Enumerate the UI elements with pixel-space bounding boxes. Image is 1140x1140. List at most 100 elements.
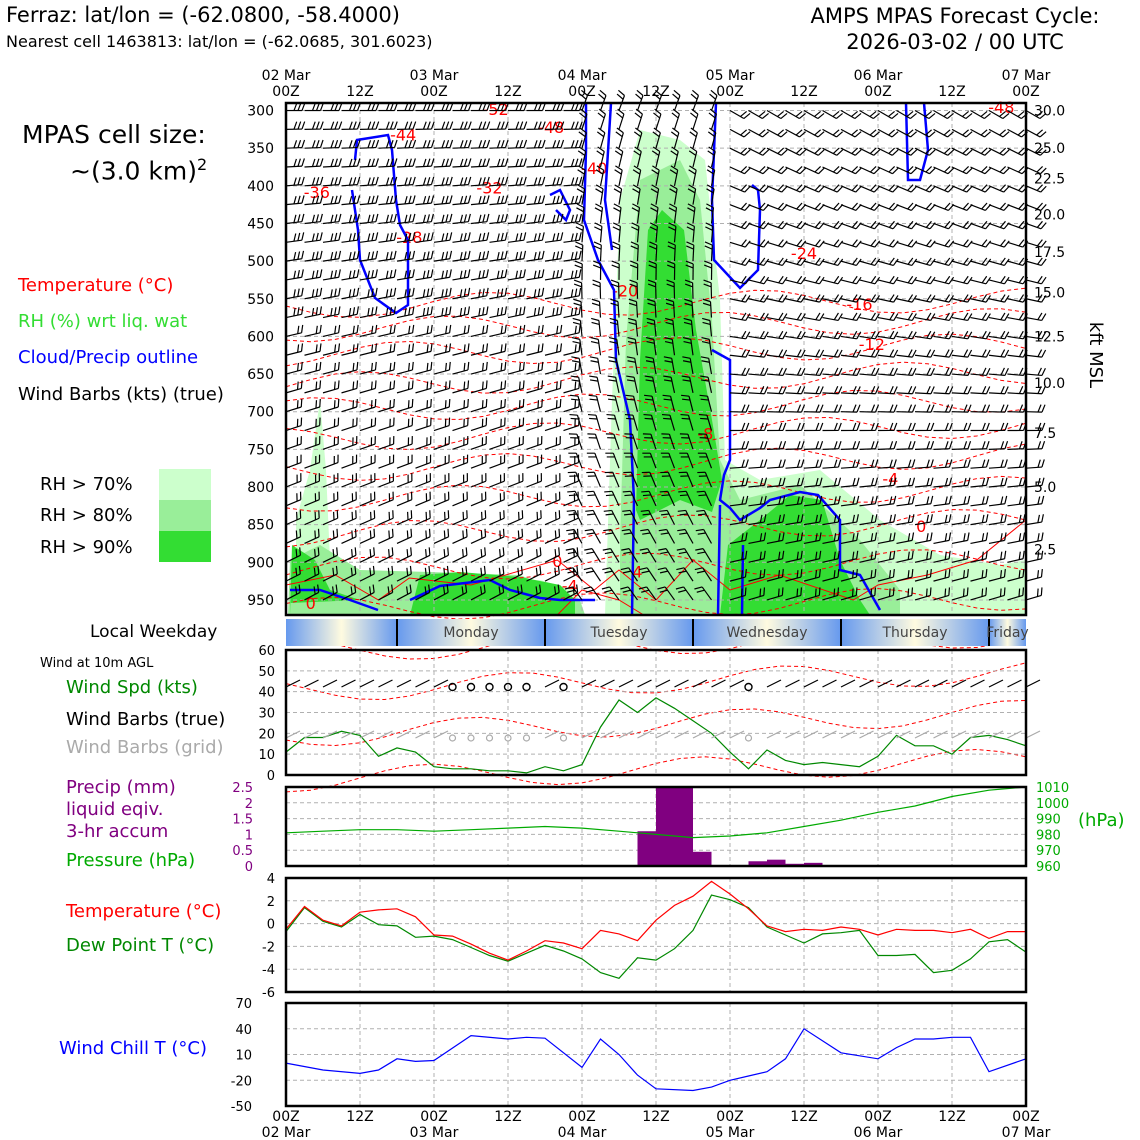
wind-barb-staff bbox=[452, 406, 468, 413]
wind-barb-flag bbox=[463, 214, 467, 223]
wind-barb-staff bbox=[683, 586, 694, 601]
wind-barb-flag bbox=[412, 250, 416, 259]
wind-barb-flag bbox=[537, 288, 541, 297]
wind-barb-flag bbox=[984, 167, 992, 175]
wind-barb-flag bbox=[705, 207, 714, 213]
wind-barb-staff bbox=[988, 298, 1005, 303]
wind-barb-flag bbox=[372, 565, 375, 574]
wind-barb-flag bbox=[486, 306, 489, 315]
wind-barb-flag bbox=[504, 361, 507, 370]
wind-barb-flag bbox=[443, 530, 446, 539]
wind-barb-flag bbox=[393, 287, 397, 296]
wind-barb-flag bbox=[962, 184, 970, 191]
wind-barb-staff bbox=[1025, 204, 1042, 211]
wind-barb-flag bbox=[796, 312, 802, 321]
wind-barb-flag bbox=[590, 360, 599, 363]
wind-barb-flag bbox=[482, 121, 487, 130]
wind-barb-staff bbox=[877, 298, 894, 303]
wind-barb-staff bbox=[526, 573, 542, 582]
wind-barb-flag bbox=[315, 344, 318, 353]
wind-barb-staff bbox=[1025, 316, 1042, 322]
wind-barb-flag bbox=[852, 570, 855, 579]
bottom-date-label: 04 Mar bbox=[558, 1125, 607, 1140]
wind-barb-flag bbox=[645, 360, 655, 363]
wind-barb-flag bbox=[591, 302, 600, 307]
wind-barb-10m bbox=[1007, 679, 1022, 688]
wind-barb-flag bbox=[348, 270, 352, 279]
cloud-outline-4 bbox=[409, 578, 595, 602]
wind-barb-flag bbox=[555, 381, 558, 390]
bottom-hour-label: 12Z bbox=[494, 1109, 521, 1125]
wind-barb-flag bbox=[375, 139, 380, 148]
wind-barb-flag bbox=[782, 440, 787, 449]
wind-barb-flag bbox=[763, 367, 769, 376]
wind-barb-staff bbox=[396, 517, 412, 526]
wind-barb-staff bbox=[729, 392, 747, 395]
wind-barb-flag bbox=[407, 381, 410, 390]
wind-barb-flag bbox=[967, 440, 972, 449]
wind-barb-staff bbox=[563, 499, 579, 507]
wind-barb-staff bbox=[914, 147, 930, 156]
wind-barb-flag bbox=[740, 184, 748, 191]
wind-barb-flag bbox=[463, 307, 467, 316]
wind-barb-flag bbox=[891, 131, 899, 138]
wind-barb-flag bbox=[818, 240, 825, 248]
wind-barb-flag bbox=[500, 325, 503, 334]
wind-barb-calm bbox=[485, 682, 494, 692]
wind-barb-flag bbox=[703, 279, 712, 284]
wind-barb-staff bbox=[359, 406, 376, 413]
wind-barb-flag bbox=[888, 588, 891, 597]
wind-barb-flag bbox=[426, 344, 429, 353]
wind-barb-flag bbox=[356, 306, 360, 315]
bottom-hour-label: 12Z bbox=[790, 1109, 817, 1125]
top-hour-label: 00Z bbox=[716, 84, 743, 100]
wind-barb-flag bbox=[391, 528, 394, 537]
wind-barb-calm bbox=[448, 682, 457, 692]
wind-barb-flag bbox=[815, 367, 820, 376]
wind-barb-flag bbox=[743, 149, 751, 156]
wind-barb-flag bbox=[814, 129, 822, 136]
wind-barb-flag bbox=[560, 324, 563, 333]
wind-barb-staff bbox=[803, 147, 819, 156]
wind-barb-flag bbox=[338, 213, 342, 222]
wind-barb-flag bbox=[616, 93, 624, 100]
wind-barb-flag bbox=[315, 102, 320, 111]
top-hour-label: 12Z bbox=[642, 84, 669, 100]
wind-barb-flag bbox=[607, 375, 616, 378]
wind-barb-flag bbox=[356, 250, 360, 259]
wind-barb-flag bbox=[389, 177, 394, 186]
wind-barb-flag bbox=[578, 165, 586, 171]
wind-barb-flag bbox=[833, 477, 838, 486]
wind-barb-staff bbox=[322, 369, 339, 375]
wind-barb-flag bbox=[579, 93, 587, 100]
wind-barb-flag bbox=[608, 360, 618, 363]
wind-barb-staff bbox=[526, 387, 543, 394]
wind-barb-flag bbox=[556, 102, 561, 111]
wind-barb-flag bbox=[614, 169, 622, 175]
wind-barb-flag bbox=[348, 289, 352, 298]
wind-barb-flag bbox=[777, 239, 784, 247]
wind-barb-staff bbox=[378, 499, 394, 507]
wind-barb-flag bbox=[763, 514, 767, 523]
wind-barb-staff bbox=[599, 132, 606, 149]
wind-barb-flag bbox=[1000, 404, 1005, 413]
height-tick-label: 30.0 bbox=[1034, 104, 1065, 120]
wind-barb-staff bbox=[359, 591, 375, 601]
wind-barb-staff bbox=[1007, 392, 1024, 395]
wind-barb-flag bbox=[944, 220, 951, 228]
wind-barb-flag bbox=[758, 111, 766, 117]
wind-barb-flag bbox=[515, 214, 519, 223]
wind-barb-flag bbox=[412, 324, 415, 333]
wind-barb-flag bbox=[833, 496, 837, 505]
wind-barb-flag bbox=[315, 325, 318, 334]
wind-barb-staff bbox=[748, 373, 765, 377]
wind-barb-staff bbox=[933, 316, 950, 322]
wind-barb-flag bbox=[800, 587, 803, 596]
wind-barb-staff bbox=[970, 185, 986, 193]
wind-barb-flag bbox=[373, 528, 376, 537]
wind-barb-flag bbox=[634, 146, 642, 152]
wind-barb-staff bbox=[689, 358, 694, 375]
precip-bar bbox=[693, 851, 712, 866]
wind-barb-staff bbox=[803, 185, 819, 193]
wind-barb-flag bbox=[371, 214, 375, 223]
